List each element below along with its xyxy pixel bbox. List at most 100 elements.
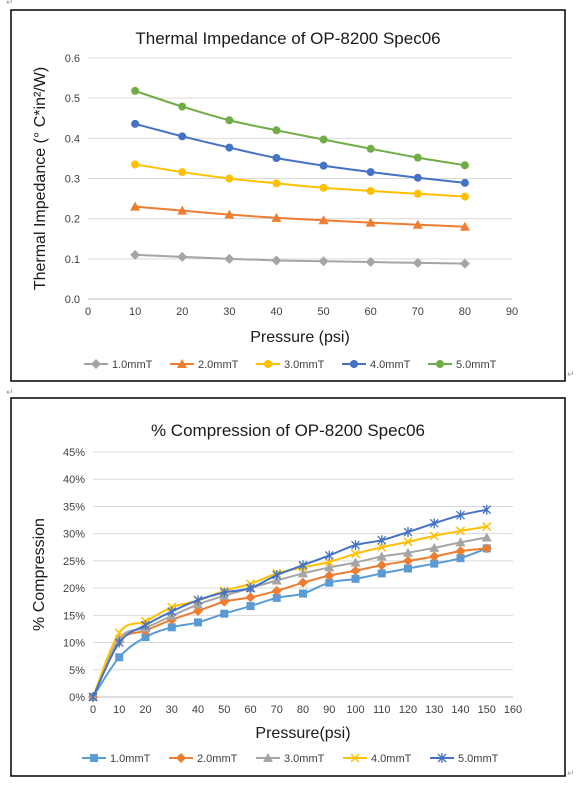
series-2.0mmT	[130, 201, 470, 231]
legend-label: 2.0mmT	[198, 359, 239, 371]
x-tick-label: 120	[399, 704, 417, 716]
data-point	[178, 132, 187, 141]
data-point	[377, 535, 387, 546]
legend-marker	[90, 754, 98, 762]
x-tick-label: 70	[412, 306, 424, 318]
chart-title: Thermal Impedance of OP-8200 Spec06	[135, 29, 440, 48]
data-point	[225, 116, 234, 125]
series-line	[92, 508, 487, 698]
data-point	[177, 251, 188, 262]
x-tick-label: 150	[478, 704, 496, 716]
series-line	[134, 89, 466, 167]
legend-marker	[436, 360, 444, 368]
data-point	[114, 637, 124, 648]
x-tick-label: 80	[297, 704, 309, 716]
legend-marker	[264, 360, 272, 368]
data-point	[429, 531, 439, 541]
legend-label: 1.0mmT	[110, 753, 151, 765]
data-point	[115, 653, 124, 662]
data-point	[456, 554, 465, 563]
x-tick-label: 10	[129, 306, 141, 318]
data-point	[298, 560, 308, 571]
y-tick-label: 10%	[63, 638, 85, 650]
x-tick-label: 10	[113, 704, 125, 716]
legend-entry: 1.0mmT	[84, 359, 153, 371]
data-point	[413, 189, 422, 198]
data-point	[167, 606, 177, 617]
legend-label: 2.0mmT	[197, 753, 238, 765]
series-line	[92, 547, 488, 698]
x-tick-label: 40	[192, 704, 204, 716]
data-point	[377, 542, 387, 552]
data-point	[245, 592, 256, 603]
data-point	[460, 161, 469, 170]
data-point	[131, 86, 140, 95]
data-point	[318, 215, 329, 225]
data-point	[272, 593, 281, 602]
data-point	[272, 126, 281, 135]
data-point	[114, 628, 124, 638]
paragraph-mark: ↵	[567, 370, 575, 380]
data-point	[224, 209, 235, 219]
y-tick-label: 5%	[69, 665, 85, 677]
paragraph-mark: ↵	[6, 0, 14, 8]
legend-marker	[350, 360, 358, 368]
y-tick-label: 25%	[63, 556, 85, 568]
data-point	[481, 532, 492, 542]
data-point	[366, 186, 375, 195]
data-point	[193, 605, 203, 616]
data-point	[430, 559, 439, 568]
data-point	[319, 135, 328, 144]
data-point	[351, 574, 360, 583]
series-1.0mmT	[130, 249, 470, 269]
legend-label: 5.0mmT	[456, 359, 497, 371]
legend-entry: 1.0mmT	[82, 753, 151, 765]
data-point	[178, 102, 187, 111]
x-tick-label: 140	[451, 704, 469, 716]
data-point	[299, 589, 307, 598]
data-point	[324, 562, 335, 572]
data-point	[319, 183, 328, 192]
data-point	[130, 249, 141, 260]
y-tick-label: 0%	[69, 692, 85, 704]
data-point	[178, 168, 187, 177]
y-tick-label: 45%	[63, 447, 85, 459]
y-tick-label: 0.3	[65, 174, 80, 186]
data-point	[429, 542, 440, 552]
legend-label: 4.0mmT	[370, 359, 411, 371]
x-tick-label: 80	[459, 306, 471, 318]
data-point	[141, 620, 150, 631]
x-tick-label: 30	[223, 306, 235, 318]
legend-entry: 4.0mmT	[343, 753, 412, 765]
data-point	[225, 143, 234, 152]
legend-label: 3.0mmT	[284, 359, 325, 371]
data-point	[460, 192, 469, 201]
data-point	[141, 633, 150, 642]
data-point	[365, 257, 376, 268]
x-axis-title: Pressure(psi)	[255, 725, 350, 742]
data-point	[366, 144, 375, 153]
legend-marker	[91, 359, 101, 369]
data-point	[324, 557, 334, 567]
data-point	[220, 609, 229, 618]
data-point	[455, 537, 466, 547]
chart-frame	[10, 9, 566, 382]
x-tick-label: 60	[365, 306, 377, 318]
data-point	[246, 583, 255, 594]
paragraph-mark: ↵	[6, 388, 14, 398]
x-tick-label: 0	[85, 306, 91, 318]
y-tick-label: 30%	[63, 529, 85, 541]
legend-entry: 2.0mmT	[170, 359, 239, 371]
legend-marker	[177, 359, 187, 368]
legend-entry: 5.0mmT	[428, 359, 497, 371]
data-point	[429, 551, 440, 562]
y-axis-title: Thermal Impedance (° C*in²/W)	[32, 67, 49, 290]
x-tick-label: 30	[166, 704, 178, 716]
legend-entry: 3.0mmT	[256, 753, 325, 765]
data-point	[246, 602, 255, 611]
data-point	[319, 161, 328, 170]
series-3.0mmT	[131, 160, 469, 201]
legend-label: 4.0mmT	[371, 753, 412, 765]
data-point	[412, 257, 423, 268]
chart-title: % Compression of OP-8200 Spec06	[151, 421, 425, 440]
